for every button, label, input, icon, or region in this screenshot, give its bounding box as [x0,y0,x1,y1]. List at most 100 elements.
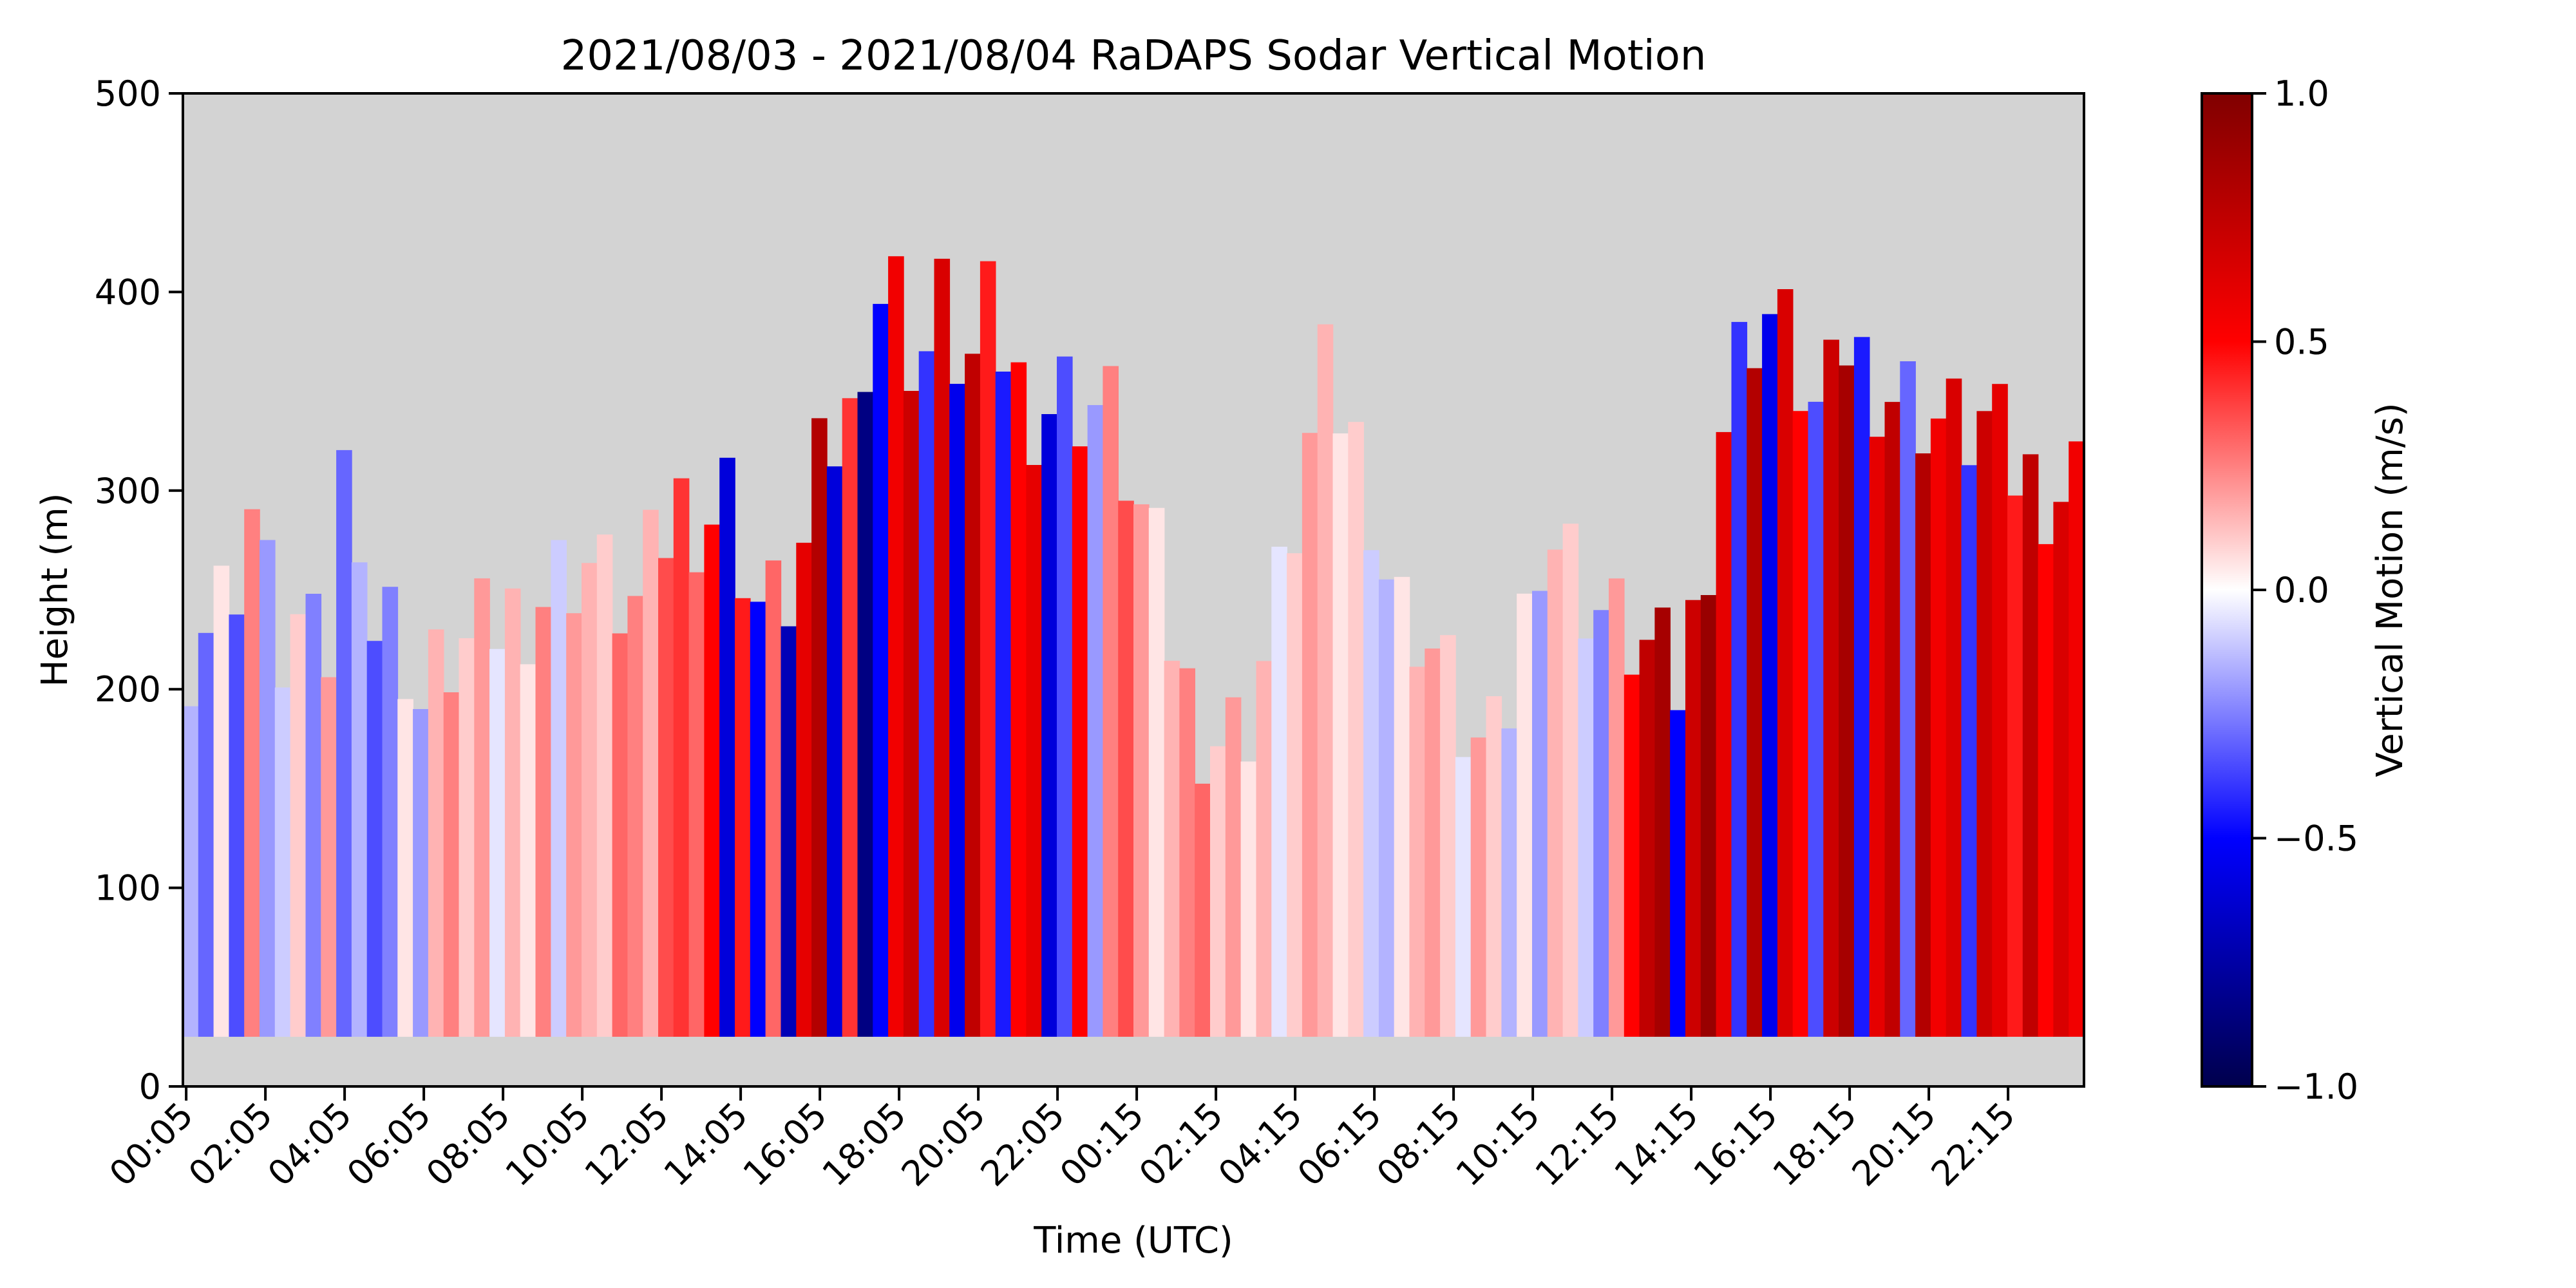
motion-stripe [596,535,613,1037]
x-tick-label: 06:05 [339,1095,439,1195]
motion-stripe [489,649,506,1037]
motion-stripe [949,384,965,1037]
motion-stripe [260,540,276,1037]
motion-stripe [735,598,751,1037]
motion-stripe [719,457,735,1037]
motion-stripe [443,692,460,1037]
y-axis-label: Height (m) [34,493,76,687]
motion-stripe [582,563,598,1037]
motion-stripe [627,596,643,1037]
x-tick-label: 02:15 [1132,1095,1231,1195]
motion-stripe [980,261,996,1037]
motion-stripe [1240,761,1257,1037]
motion-stripe [1332,433,1349,1037]
motion-stripe [305,594,322,1037]
motion-stripe [1348,422,1364,1037]
motion-stripe [1409,667,1426,1037]
motion-stripe [1103,366,1119,1037]
motion-stripe [826,466,843,1037]
motion-stripe [535,607,552,1037]
motion-stripe [643,509,659,1037]
motion-stripe [1578,638,1594,1037]
motion-stripe [2053,502,2069,1037]
motion-stripe [1394,576,1410,1037]
motion-stripe [873,303,889,1037]
motion-stripe [2007,495,2023,1037]
y-tick-label: 500 [95,73,161,114]
colorbar-tick-label: 0.5 [2274,322,2329,363]
motion-stripe [888,256,904,1037]
x-tick-label: 06:15 [1290,1095,1390,1195]
motion-stripe [1517,593,1533,1037]
motion-stripe [336,450,352,1037]
motion-stripe [1425,649,1441,1037]
motion-stripe [1593,610,1609,1037]
motion-stripe [2069,441,2084,1037]
motion-stripe [1562,524,1579,1037]
motion-stripe [1087,405,1104,1037]
x-tick-label: 12:15 [1528,1095,1627,1195]
x-tick-label: 02:05 [181,1095,281,1195]
motion-stripe [290,614,307,1037]
motion-stripe [1256,661,1273,1037]
x-tick-label: 22:05 [973,1095,1073,1195]
motion-stripe [1685,600,1701,1037]
y-axis: 0 100 200 300 400 500 [95,73,183,1107]
x-tick-label: 20:05 [894,1095,994,1195]
colorbar-ticks: 1.0 0.5 0.0 −0.5 −1.0 [2252,73,2358,1107]
motion-stripe [1133,504,1150,1037]
motion-stripe [1700,595,1717,1037]
motion-stripe [1179,668,1195,1037]
motion-stripe [765,560,782,1037]
x-axis: 00:0502:0504:0506:0508:0510:0512:0514:05… [102,1086,2023,1194]
y-tick-label: 400 [95,272,161,312]
x-tick-label: 20:15 [1844,1095,1944,1195]
x-tick-label: 04:15 [1211,1095,1311,1195]
motion-stripe [566,613,582,1037]
motion-stripe [781,626,797,1037]
motion-stripe [321,677,337,1037]
x-tick-label: 04:05 [260,1095,360,1195]
x-tick-label: 08:05 [419,1095,518,1195]
motion-stripe [1808,401,1824,1037]
motion-stripe [2038,544,2054,1037]
colorbar-tick-label: 1.0 [2274,73,2329,114]
y-tick-label: 0 [139,1066,161,1107]
motion-stripe [1839,365,1855,1037]
motion-stripe [811,418,828,1037]
colorbar-gradient [2202,93,2252,1086]
vertical-motion-stripes [183,256,2084,1037]
motion-stripe [1057,356,1073,1037]
motion-stripe [842,398,858,1037]
motion-stripe [351,562,368,1037]
motion-stripe [965,354,981,1037]
y-tick-label: 100 [95,868,161,909]
motion-stripe [704,524,720,1037]
motion-stripe [198,632,214,1037]
motion-stripe [1961,465,1978,1037]
motion-stripe [1440,635,1456,1037]
motion-stripe [504,588,521,1037]
motion-stripe [1210,746,1226,1037]
motion-stripe [229,614,245,1037]
x-tick-label: 00:05 [102,1095,202,1195]
x-axis-label: Time (UTC) [1033,1220,1233,1262]
motion-stripe [1654,607,1671,1037]
motion-stripe [1455,757,1472,1037]
motion-stripe [382,587,399,1037]
x-tick-label: 14:05 [656,1095,756,1195]
colorbar-label: Vertical Motion (m/s) [2369,402,2411,777]
motion-stripe [1609,578,1625,1037]
motion-stripe [1823,339,1839,1037]
x-tick-label: 18:15 [1765,1095,1865,1195]
motion-stripe [1946,378,1962,1037]
motion-stripe [1639,639,1656,1037]
motion-stripe [1317,324,1334,1037]
motion-stripe [551,540,567,1037]
motion-stripe [673,478,690,1037]
motion-stripe [397,699,413,1037]
motion-stripe [459,638,475,1037]
motion-stripe [1118,500,1134,1037]
motion-stripe [2022,454,2039,1037]
